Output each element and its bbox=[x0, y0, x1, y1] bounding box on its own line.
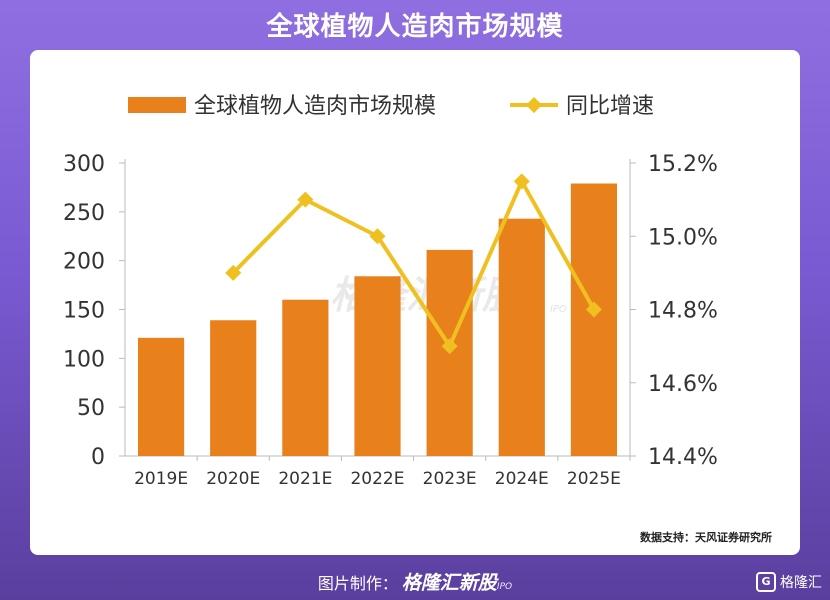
footer: 图片制作： 格隆汇新股IPO bbox=[0, 568, 830, 595]
line-point bbox=[585, 301, 602, 318]
footer-prefix: 图片制作： bbox=[317, 574, 398, 593]
bar bbox=[354, 276, 401, 456]
data-source: 数据支持：天风证券研究所 bbox=[640, 531, 772, 544]
right-tick-label: 14.4% bbox=[648, 445, 718, 470]
series-line bbox=[231, 179, 596, 349]
right-tick-label: 14.6% bbox=[648, 372, 718, 397]
left-tick-label: 150 bbox=[63, 299, 105, 324]
x-tick-label: 2025E bbox=[567, 469, 621, 489]
corner-brand: G 格隆汇 bbox=[756, 572, 822, 592]
line-point bbox=[225, 264, 242, 281]
right-tick-label: 15.2% bbox=[648, 152, 718, 177]
chart: 格隆汇新股 IPO05010015020025030014.4%14.6%14.8… bbox=[63, 94, 718, 489]
line-point bbox=[297, 191, 314, 208]
page-title: 全球植物人造肉市场规模 bbox=[266, 12, 564, 42]
right-tick-label: 15.0% bbox=[648, 225, 718, 250]
footer-ipo: IPO bbox=[496, 582, 513, 592]
chart-card: 格隆汇新股 IPO 0 50 100 150 200 250 300 14.4% 14.6% 14.8… bbox=[30, 50, 800, 555]
bar bbox=[570, 183, 618, 456]
line-point bbox=[513, 173, 530, 190]
x-tick-label: 2019E bbox=[134, 469, 188, 489]
line-point bbox=[441, 338, 458, 355]
brand-logo-icon: G bbox=[756, 572, 776, 592]
bar bbox=[498, 218, 545, 456]
left-tick-label: 200 bbox=[63, 250, 105, 275]
x-tick-label: 2023E bbox=[423, 469, 477, 489]
x-tick-label: 2024E bbox=[495, 469, 549, 489]
legend-bar-label: 全球植物人造肉市场规模 bbox=[194, 94, 436, 119]
left-tick-label: 100 bbox=[63, 347, 105, 372]
left-tick-label: 50 bbox=[77, 396, 105, 421]
x-tick-label: 2022E bbox=[350, 469, 404, 489]
legend-bar-swatch bbox=[128, 97, 186, 113]
bar bbox=[137, 337, 185, 456]
x-tick-label: 2020E bbox=[206, 469, 260, 489]
corner-brand-text: 格隆汇 bbox=[780, 575, 822, 591]
left-tick-label: 250 bbox=[63, 201, 105, 226]
left-tick-label: 0 bbox=[91, 445, 105, 470]
left-tick-label: 300 bbox=[63, 152, 105, 177]
legend-line-marker bbox=[526, 97, 542, 113]
bar bbox=[210, 320, 257, 456]
legend-line-label: 同比增速 bbox=[566, 94, 654, 119]
footer-brand: 格隆汇新股 bbox=[401, 572, 497, 594]
bar bbox=[282, 299, 329, 456]
x-tick-label: 2021E bbox=[278, 469, 332, 489]
line-point bbox=[369, 228, 386, 245]
right-tick-label: 14.8% bbox=[648, 299, 718, 324]
watermark-sub: IPO bbox=[550, 304, 567, 315]
